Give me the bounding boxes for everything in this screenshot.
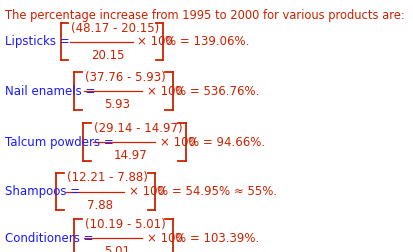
- Text: × 100: × 100: [147, 232, 183, 245]
- Text: × 100: × 100: [129, 185, 164, 198]
- Text: Conditioners =: Conditioners =: [5, 232, 93, 245]
- Text: % = 94.66%.: % = 94.66%.: [188, 136, 264, 149]
- Text: (29.14 - 14.97): (29.14 - 14.97): [94, 122, 182, 135]
- Text: × 100: × 100: [137, 35, 173, 48]
- Text: 5.93: 5.93: [104, 98, 130, 111]
- Text: (37.76 - 5.93): (37.76 - 5.93): [85, 71, 165, 84]
- Text: % = 139.06%.: % = 139.06%.: [165, 35, 249, 48]
- Text: (12.21 - 7.88): (12.21 - 7.88): [67, 171, 147, 184]
- Text: (10.19 - 5.01): (10.19 - 5.01): [85, 218, 165, 231]
- Text: Shampoos =: Shampoos =: [5, 185, 80, 198]
- Text: 14.97: 14.97: [113, 149, 147, 163]
- Text: % = 54.95% ≈ 55%.: % = 54.95% ≈ 55%.: [157, 185, 276, 198]
- Text: × 100: × 100: [159, 136, 195, 149]
- Text: Lipsticks =: Lipsticks =: [5, 35, 69, 48]
- Text: Talcum powders =: Talcum powders =: [5, 136, 114, 149]
- Text: × 100: × 100: [147, 85, 183, 98]
- Text: 7.88: 7.88: [86, 199, 112, 212]
- Text: 20.15: 20.15: [91, 49, 124, 62]
- Text: (48.17 - 20.15): (48.17 - 20.15): [71, 21, 159, 35]
- Text: % = 536.76%.: % = 536.76%.: [174, 85, 259, 98]
- Text: % = 103.39%.: % = 103.39%.: [174, 232, 259, 245]
- Text: 5.01: 5.01: [104, 245, 130, 252]
- Text: The percentage increase from 1995 to 2000 for various products are:: The percentage increase from 1995 to 200…: [5, 9, 404, 22]
- Text: Nail enamels =: Nail enamels =: [5, 85, 95, 98]
